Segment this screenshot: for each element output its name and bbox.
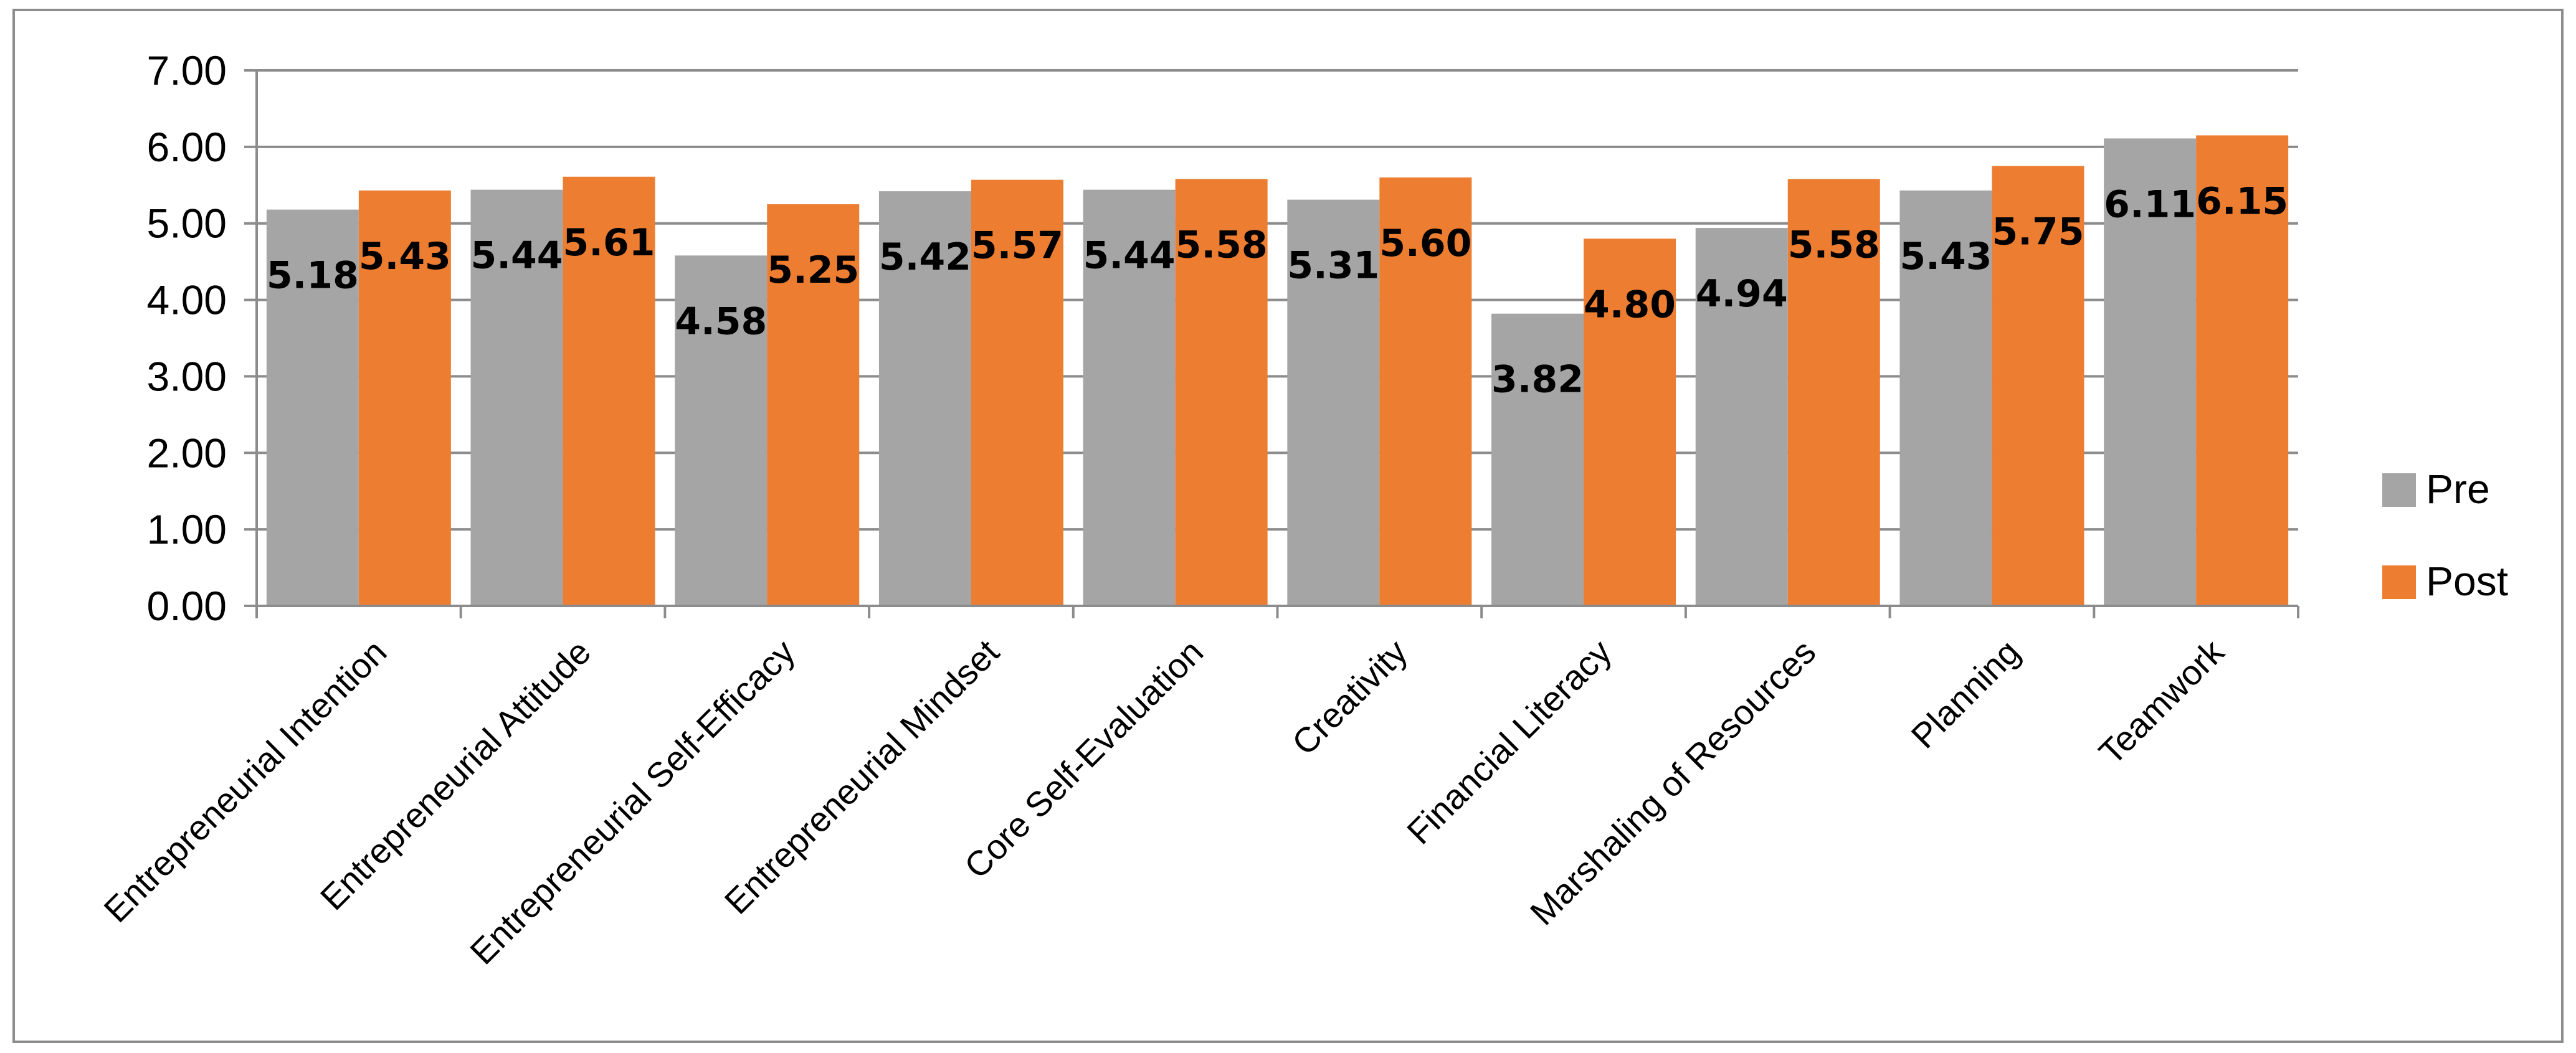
x-axis: [255, 605, 2299, 618]
y-tick-label: 1.00: [147, 506, 227, 552]
bar-post: [563, 176, 655, 606]
data-label-post: 5.25: [767, 248, 859, 292]
bar-pre: [1899, 190, 1992, 606]
y-tick-label: 4.00: [147, 277, 227, 323]
data-labels: 5.18 5.43 5.44 5.614.585.25 5.42 5.57 5.44 5.58…: [267, 179, 2288, 401]
category-label: Entrepreneurial Self-Efficacy: [462, 632, 802, 972]
data-label-pre: 4.58: [675, 300, 767, 343]
legend-label-post: Post: [2426, 558, 2508, 604]
bar-chart: 0.001.002.003.004.005.006.007.00 5.18 5.4…: [96, 47, 2508, 972]
data-label-pre: 5.42: [879, 235, 971, 279]
bar-post: [1175, 179, 1268, 606]
y-tick-label: 6.00: [147, 124, 227, 170]
legend-swatch-post: [2382, 565, 2416, 599]
data-label-pre: 5.18: [267, 254, 359, 298]
bar-pre: [878, 191, 971, 607]
category-label: Planning: [1903, 632, 2027, 756]
data-label-post: 5.75: [1992, 210, 2084, 254]
category-label: Creativity: [1284, 632, 1415, 763]
bar-post: [1379, 177, 1472, 606]
category-label: Teamwork: [2091, 631, 2232, 772]
bar-post: [1787, 179, 1880, 606]
data-label-post: 5.57: [971, 224, 1063, 268]
bar-post: [1992, 166, 2084, 606]
bar-pre: [470, 189, 563, 607]
y-axis-ticks: 0.00 1.00 2.00 3.00 4.00 5.00 6.00 7.00: [147, 47, 227, 629]
data-label-post: 6.15: [2196, 179, 2288, 223]
legend-label-pre: Pre: [2426, 466, 2490, 512]
data-label-pre: 5.31: [1287, 244, 1379, 288]
y-tick-label: 7.00: [147, 47, 227, 93]
data-label-pre: 6.11: [2104, 182, 2196, 226]
data-label-pre: 5.44: [1083, 234, 1176, 278]
y-tick-label: 0.00: [147, 583, 227, 629]
bar-post: [767, 204, 860, 606]
bar-pre: [1083, 189, 1176, 607]
bar-pre: [1491, 313, 1584, 606]
data-label-post: 4.80: [1584, 283, 1676, 326]
legend-swatch-pre: [2382, 473, 2416, 507]
data-label-pre: 4.94: [1696, 272, 1788, 316]
bar-pre: [266, 209, 359, 607]
bar-post: [1584, 238, 1676, 606]
y-tick-label: 5.00: [147, 201, 227, 247]
data-label-post: 5.61: [563, 221, 655, 265]
category-label: Financial Literacy: [1399, 632, 1619, 852]
data-label-post: 5.43: [359, 235, 451, 278]
data-label-post: 5.58: [1788, 223, 1880, 267]
data-label-pre: 5.43: [1899, 235, 1992, 278]
chart-frame: 0.00 1.00 2.00 3.00 4.00 5.00 6.00 7.00 5.18 5.4…: [12, 9, 2564, 1043]
y-tick-label: 2.00: [147, 430, 227, 476]
data-label-post: 5.58: [1176, 223, 1268, 267]
bar-pre: [675, 255, 768, 606]
data-label-post: 5.60: [1379, 222, 1471, 265]
data-label-pre: 3.82: [1491, 358, 1584, 402]
bar-pre: [1695, 228, 1788, 607]
bars: [266, 135, 2289, 607]
legend: Pre Post: [2382, 466, 2508, 604]
bar-post: [358, 190, 451, 606]
category-labels: Entrepreneurial IntentionEntrepreneurial…: [96, 631, 2231, 971]
bar-pre: [1287, 199, 1380, 607]
bar-post: [2196, 135, 2289, 606]
y-tick-label: 3.00: [147, 353, 227, 399]
bar-post: [971, 179, 1063, 607]
data-label-pre: 5.44: [471, 234, 563, 278]
bar-pre: [2104, 138, 2197, 607]
